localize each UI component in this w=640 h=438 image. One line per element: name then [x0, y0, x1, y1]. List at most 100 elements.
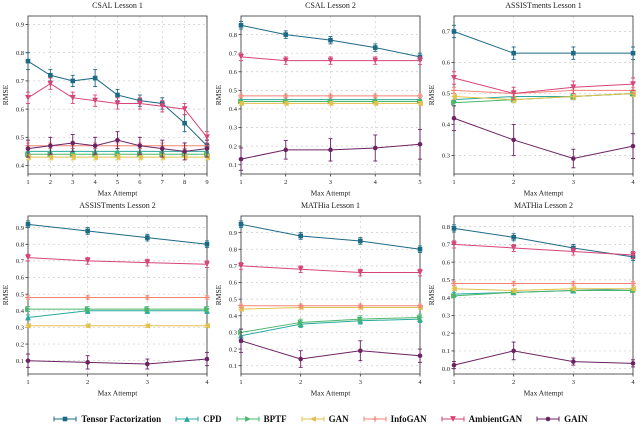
- svg-text:0.2: 0.2: [229, 143, 237, 150]
- legend-item-ambientgan: AmbientGAN: [440, 414, 523, 424]
- svg-text:2: 2: [49, 179, 52, 186]
- svg-text:0.2: 0.2: [442, 330, 450, 337]
- svg-text:0.4: 0.4: [16, 163, 25, 170]
- plus-marker-icon: [363, 416, 387, 422]
- svg-text:Max Attempt: Max Attempt: [524, 189, 565, 198]
- svg-text:6: 6: [138, 179, 142, 186]
- svg-text:2: 2: [284, 179, 287, 186]
- svg-text:0.8: 0.8: [16, 241, 24, 248]
- legend-item-tensor-factorization: Tensor Factorization: [52, 414, 161, 424]
- svg-text:0.4: 0.4: [229, 106, 238, 113]
- svg-text:3: 3: [71, 179, 74, 186]
- triangle-down-marker-icon: [441, 416, 465, 422]
- plot-title: CSAL Lesson 2: [305, 1, 356, 10]
- legend-label: GAIN: [564, 414, 588, 424]
- svg-text:3: 3: [572, 179, 575, 186]
- svg-text:0.5: 0.5: [229, 296, 237, 303]
- svg-text:4: 4: [631, 379, 635, 386]
- svg-text:1: 1: [452, 379, 455, 386]
- svg-text:8: 8: [183, 179, 186, 186]
- svg-text:Max Attempt: Max Attempt: [98, 189, 139, 198]
- plot-canvas: 1 2 3 4 0.3 0.4 0.5 0.6 0.7 Max Attempt RMSE: [427, 15, 636, 198]
- svg-text:2: 2: [512, 179, 515, 186]
- svg-text:0.7: 0.7: [442, 242, 451, 249]
- svg-text:0.8: 0.8: [229, 32, 237, 39]
- svg-text:0.5: 0.5: [16, 291, 24, 298]
- subplot-mathia-lesson-1: MATHia Lesson 1 1 2 3 4 0.1 0.2 0.3 0.4 0.5 0.6 0.…: [213, 200, 426, 400]
- svg-text:0.4: 0.4: [442, 295, 451, 302]
- svg-text:0.6: 0.6: [16, 106, 25, 113]
- legend-label: AmbientGAN: [468, 414, 523, 424]
- svg-text:0.0: 0.0: [442, 366, 450, 373]
- svg-text:RMSE: RMSE: [427, 84, 436, 105]
- svg-text:0.9: 0.9: [16, 225, 24, 232]
- svg-text:0.7: 0.7: [442, 29, 451, 36]
- svg-text:0.5: 0.5: [442, 277, 450, 284]
- plot-canvas: 1 2 3 4 5 0.1 0.2 0.3 0.4 0.5 0.6 0.7 0.8 Max Attempt…: [214, 15, 423, 198]
- svg-text:0.7: 0.7: [229, 50, 238, 57]
- svg-text:0.4: 0.4: [16, 308, 25, 315]
- svg-text:0.1: 0.1: [229, 162, 237, 169]
- svg-text:0.3: 0.3: [229, 125, 237, 132]
- legend-item-cpd: CPD: [174, 414, 222, 424]
- svg-text:Max Attempt: Max Attempt: [98, 389, 139, 398]
- svg-text:4: 4: [205, 379, 209, 386]
- legend-item-gain: GAIN: [535, 414, 588, 424]
- svg-text:0.3: 0.3: [442, 313, 450, 320]
- svg-text:RMSE: RMSE: [1, 84, 10, 105]
- triangle-right-marker-icon: [236, 416, 260, 422]
- legend: Tensor Factorization CPD BPTF GAN InfoGA…: [0, 400, 640, 438]
- svg-text:0.9: 0.9: [229, 230, 237, 237]
- svg-text:0.3: 0.3: [442, 153, 450, 160]
- svg-text:0.2: 0.2: [16, 341, 24, 348]
- plot-canvas: 1 2 3 4 0.1 0.2 0.3 0.4 0.5 0.6 0.7 0.8 0.9 Max Attem…: [1, 215, 210, 398]
- svg-text:0.6: 0.6: [229, 69, 238, 76]
- circle-marker-icon: [536, 416, 560, 422]
- svg-text:0.9: 0.9: [16, 22, 24, 29]
- svg-text:0.3: 0.3: [229, 330, 237, 337]
- svg-text:7: 7: [161, 179, 165, 186]
- plot-title: CSAL Lesson 1: [92, 1, 143, 10]
- legend-label: InfoGAN: [390, 414, 427, 424]
- svg-text:0.4: 0.4: [442, 122, 451, 129]
- svg-text:0.6: 0.6: [229, 280, 238, 287]
- plot-title: MATHia Lesson 2: [513, 201, 574, 210]
- legend-item-gan: GAN: [300, 414, 349, 424]
- subplot-mathia-lesson-2: MATHia Lesson 2 1 2 3 4 0.0 0.1 0.2 0.3 0.4 0.5 0.…: [426, 200, 639, 400]
- svg-text:1: 1: [239, 379, 242, 386]
- svg-text:1: 1: [26, 179, 29, 186]
- svg-text:3: 3: [146, 379, 149, 386]
- svg-text:4: 4: [631, 179, 635, 186]
- plot-title: ASSISTments Lesson 1: [505, 1, 582, 10]
- svg-text:0.1: 0.1: [229, 363, 237, 370]
- svg-text:1: 1: [26, 379, 29, 386]
- svg-text:RMSE: RMSE: [214, 84, 223, 105]
- plot-canvas: 1 2 3 4 5 6 7 8 9 0.4 0.5 0.6 0.7 0.8 0.9 Max Attempt RM…: [1, 15, 210, 198]
- svg-text:2: 2: [299, 379, 302, 386]
- legend-item-bptf: BPTF: [235, 414, 287, 424]
- svg-text:4: 4: [374, 179, 378, 186]
- svg-text:4: 4: [94, 179, 98, 186]
- svg-text:RMSE: RMSE: [427, 284, 436, 305]
- svg-text:1: 1: [452, 179, 455, 186]
- svg-text:2: 2: [512, 379, 515, 386]
- svg-text:0.4: 0.4: [229, 313, 238, 320]
- figure-row-1: CSAL Lesson 1 1 2 3 4 5 6 7 8 9 0.4 0.5 0.6 0.7 0.8 0.…: [0, 0, 640, 200]
- legend-label: GAN: [328, 414, 349, 424]
- subplot-csal-lesson-1: CSAL Lesson 1 1 2 3 4 5 6 7 8 9 0.4 0.5 0.6 0.7 0.8 0.…: [0, 0, 213, 200]
- svg-text:1: 1: [239, 179, 242, 186]
- legend-item-infogan: InfoGAN: [362, 414, 427, 424]
- svg-text:3: 3: [359, 379, 362, 386]
- svg-text:0.1: 0.1: [442, 348, 450, 355]
- svg-text:0.5: 0.5: [229, 88, 237, 95]
- svg-text:0.5: 0.5: [442, 91, 450, 98]
- svg-text:0.8: 0.8: [16, 50, 24, 57]
- svg-text:RMSE: RMSE: [1, 284, 10, 305]
- svg-text:0.8: 0.8: [229, 246, 237, 253]
- svg-text:3: 3: [329, 179, 332, 186]
- svg-text:0.3: 0.3: [16, 325, 24, 332]
- svg-text:5: 5: [116, 179, 119, 186]
- svg-text:0.7: 0.7: [229, 263, 238, 270]
- triangle-up-marker-icon: [175, 416, 199, 422]
